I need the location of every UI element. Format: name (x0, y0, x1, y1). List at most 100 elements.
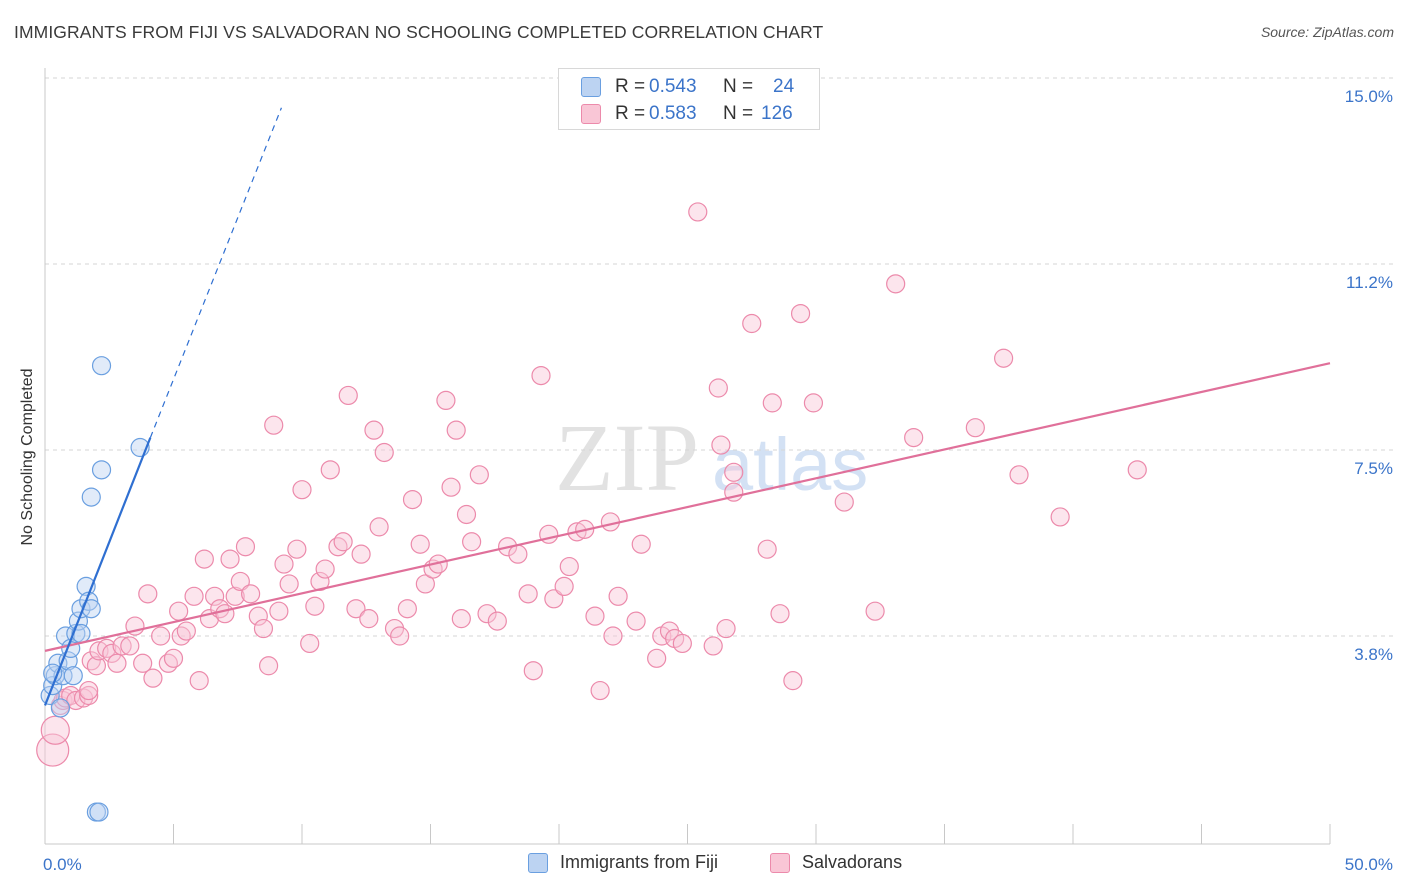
legend-item-salvadoran: Salvadorans (770, 852, 902, 873)
salvadoran-point-40 (248, 606, 268, 626)
salvadoran-point-115 (803, 393, 824, 413)
salvadoran-swatch (770, 852, 790, 873)
watermark-zip: ZIP (555, 404, 699, 511)
watermark: ZIP atlas (555, 404, 868, 511)
salvadoran-point-34 (215, 604, 235, 624)
salvadoran-point-16 (112, 636, 132, 656)
salvadoran-point-14 (102, 643, 122, 663)
salvadoran-point-68 (415, 574, 435, 594)
salvadoran-point-62 (374, 442, 394, 463)
salvadoran-point-105 (708, 378, 728, 398)
salvadoran-point-27 (176, 621, 196, 641)
salvadoran-point-66 (402, 490, 423, 510)
salvadoran-point-20 (138, 584, 158, 604)
n-label: N = (723, 76, 754, 97)
legend-label-fiji: Immigrants from Fiji (560, 852, 719, 872)
salvadoran-point-106 (711, 435, 731, 455)
salvadoran-point-22 (151, 626, 171, 646)
salvadoran-point-36 (225, 586, 245, 606)
trend-lines (43, 107, 1331, 706)
salvadoran-point-45 (274, 554, 294, 574)
salvadoran-point-125 (716, 618, 736, 639)
legend-label-salvadoran: Salvadorans (802, 852, 903, 872)
salvadoran-point-67 (410, 534, 430, 554)
salvadoran-point-92 (590, 680, 610, 701)
r-label: R = (615, 103, 646, 124)
salvadoran-point-118 (886, 274, 906, 294)
x-tick-label-0: 0.0% (43, 855, 82, 874)
legend-item-fiji: Immigrants from Fiji (528, 852, 718, 873)
salvadoran-point-9 (79, 680, 99, 701)
salvadoran-point-35 (220, 549, 240, 569)
y-tick-labels: 3.8% 7.5% 11.2% 15.0% (1345, 87, 1393, 664)
salvadoran-swatch (581, 104, 601, 124)
salvadoran-point-46 (279, 574, 299, 594)
salvadoran-point-24 (163, 648, 184, 668)
x-tick-label-1: 50.0% (1345, 855, 1393, 874)
salvadoran-point-29 (189, 671, 209, 691)
salvadoran-point-52 (315, 559, 335, 579)
salvadoran-point-17 (120, 636, 140, 656)
salvadoran-point-57 (346, 599, 366, 619)
salvadoran-point-72 (441, 477, 461, 497)
salvadoran-point-83 (523, 661, 543, 681)
r-label: R = (615, 76, 646, 97)
salvadoran-point-19 (133, 653, 153, 673)
n-value: 126 (761, 103, 793, 124)
salvadoran-point-108 (724, 462, 744, 482)
salvadoran-point-21 (143, 668, 163, 688)
fiji-point-20 (91, 356, 112, 376)
salvadoran-point-6 (66, 690, 86, 711)
salvadoran-point-65 (397, 599, 417, 619)
y-tick-label-3: 15.0% (1345, 87, 1393, 106)
salvadoran-point-103 (688, 202, 708, 222)
salvadoran-point-25 (169, 601, 189, 621)
fiji-point-21 (91, 460, 112, 480)
salvadoran-point-30 (194, 549, 214, 569)
salvadoran-point-0 (36, 733, 70, 767)
r-value: 0.583 (649, 103, 697, 124)
salvadoran-point-95 (608, 586, 628, 606)
salvadoran-point-64 (390, 626, 410, 646)
salvadoran-point-60 (364, 420, 384, 440)
salvadoran-point-113 (783, 671, 803, 691)
salvadoran-point-112 (770, 604, 790, 624)
salvadoran-point-84 (531, 366, 551, 386)
salvadoran-point-119 (904, 428, 924, 448)
fiji-trend-extension (149, 107, 282, 438)
salvadoran-point-87 (554, 576, 574, 597)
salvadoran-point-91 (585, 606, 605, 626)
salvadoran-point-58 (351, 544, 371, 564)
salvadoran-point-55 (333, 532, 353, 552)
salvadoran-point-61 (369, 517, 389, 537)
salvadoran-point-78 (477, 604, 497, 624)
n-label: N = (723, 103, 754, 124)
salvadoran-point-110 (757, 539, 777, 559)
salvadoran-point-76 (462, 532, 482, 552)
salvadoran-point-1 (40, 715, 70, 745)
salvadoran-point-98 (647, 648, 667, 668)
salvadoran-point-42 (258, 656, 279, 676)
salvadoran-point-123 (1050, 507, 1070, 527)
salvadoran-point-86 (544, 589, 564, 609)
legend-row-salvadoran: R = 0.583 N = 126 (581, 103, 811, 125)
salvadoran-point-109 (742, 313, 762, 334)
salvadoran-point-124 (1127, 460, 1147, 480)
axes (44, 68, 1331, 845)
y-tick-label-2: 11.2% (1346, 273, 1393, 292)
salvadoran-point-73 (446, 420, 466, 440)
salvadoran-point-104 (703, 636, 723, 656)
salvadoran-point-15 (107, 653, 127, 673)
series-legend: Immigrants from Fiji Salvadorans (0, 852, 1406, 876)
salvadoran-point-97 (631, 534, 651, 554)
salvadoran-point-116 (834, 492, 854, 512)
salvadoran-trend-line (44, 362, 1331, 652)
salvadoran-point-50 (305, 596, 325, 616)
fiji-point-23 (43, 663, 63, 683)
salvadoran-point-82 (518, 584, 538, 604)
fiji-point-4 (50, 698, 71, 718)
fiji-point-16 (81, 487, 101, 507)
salvadoran-point-59 (359, 609, 379, 629)
salvadoran-point-122 (1009, 465, 1029, 485)
salvadoran-point-37 (230, 571, 250, 592)
